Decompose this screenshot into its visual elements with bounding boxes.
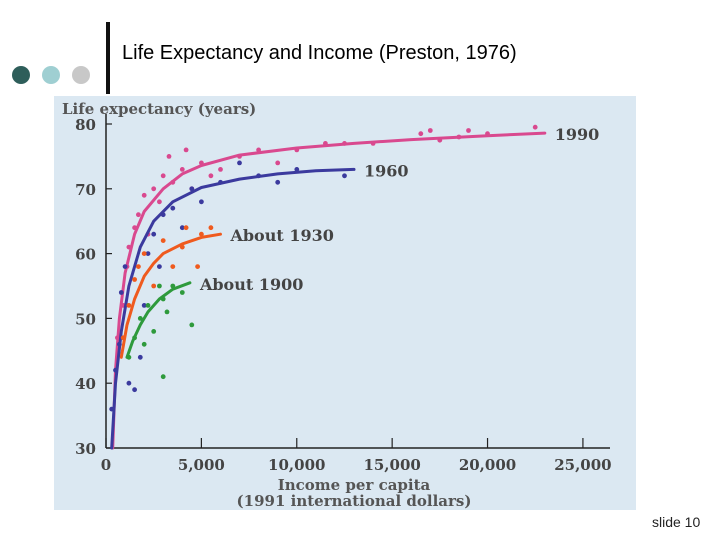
data-point: [275, 179, 281, 185]
data-point: [132, 277, 137, 282]
data-point: [164, 309, 170, 315]
data-point: [151, 283, 157, 289]
x-tick-label: 5,000: [178, 456, 225, 474]
data-point: [141, 341, 147, 347]
y-tick-label: 40: [75, 375, 96, 393]
plot-background: [54, 96, 636, 510]
data-point: [151, 186, 157, 192]
series-curve: [110, 167, 356, 450]
data-point: [466, 128, 471, 133]
data-point: [208, 225, 214, 231]
y-tick-label: 80: [75, 116, 96, 134]
y-axis-label: Life expectancy (years): [62, 100, 256, 118]
data-point: [199, 199, 204, 205]
data-point: [151, 329, 157, 334]
data-point: [179, 225, 185, 231]
data-point: [170, 264, 176, 269]
bullet-dot-2: [42, 66, 60, 84]
series-label: 1960: [364, 161, 409, 180]
data-point: [118, 290, 124, 295]
data-point: [160, 173, 166, 179]
life-expectancy-chart: 30 40 50 60 70 80 0 5,000 10,000 15,000 20,000 25,0…: [54, 96, 636, 510]
series-curve: [125, 281, 192, 359]
data-point: [145, 251, 151, 256]
data-point: [342, 173, 347, 179]
data-point: [141, 303, 147, 308]
data-point: [141, 251, 147, 256]
x-tick-label: 25,000: [554, 456, 611, 474]
series-label: 1990: [555, 125, 600, 144]
data-point: [179, 167, 185, 172]
data-point: [275, 160, 281, 166]
x-axis-label-units: (1991 international dollars): [237, 492, 472, 510]
data-point: [136, 264, 141, 269]
data-point: [136, 212, 141, 218]
data-point: [166, 154, 172, 159]
data-point: [137, 316, 143, 321]
x-tick-label: 20,000: [459, 456, 516, 474]
series-curve: [111, 131, 547, 450]
data-point: [141, 192, 147, 198]
data-point: [427, 128, 433, 133]
data-point: [157, 264, 162, 269]
data-point: [218, 167, 223, 172]
series-label: About 1930: [229, 226, 333, 245]
slide-title: Life Expectancy and Income (Preston, 197…: [122, 42, 517, 64]
data-point: [179, 290, 185, 295]
data-point: [189, 186, 195, 192]
bullet-dot-1: [12, 66, 30, 84]
data-point: [199, 231, 204, 237]
data-point: [160, 374, 166, 380]
data-point: [170, 205, 176, 211]
x-tick-label: 10,000: [268, 456, 325, 474]
data-point: [122, 264, 128, 269]
data-point: [183, 225, 189, 231]
data-point: [294, 167, 300, 172]
data-point: [189, 322, 195, 328]
x-tick-label: 0: [101, 456, 111, 474]
data-point: [126, 303, 132, 308]
data-point: [418, 131, 424, 137]
data-point: [126, 380, 132, 386]
data-point: [157, 283, 162, 289]
y-tick-label: 60: [75, 246, 96, 264]
data-point: [532, 124, 538, 130]
x-tick-label: 15,000: [363, 456, 420, 474]
data-point: [137, 354, 143, 360]
series-label: About 1900: [199, 275, 303, 294]
data-point: [145, 303, 151, 308]
y-tick-label: 30: [75, 440, 96, 458]
data-point: [157, 199, 162, 205]
data-point: [183, 147, 189, 153]
series-curve: [119, 232, 222, 359]
y-tick-label: 70: [75, 181, 96, 199]
title-bullet-dots: [12, 66, 96, 84]
x-axis-label: Income per capita: [278, 476, 431, 494]
slide-number: slide 10: [652, 514, 701, 530]
y-tick-label: 50: [75, 310, 96, 328]
data-point: [195, 264, 201, 269]
bullet-dot-3: [72, 66, 90, 84]
data-point: [208, 173, 214, 179]
data-point: [132, 387, 137, 393]
data-point: [237, 160, 242, 166]
data-point: [151, 231, 157, 237]
data-point: [160, 238, 166, 244]
title-divider: [106, 22, 110, 94]
